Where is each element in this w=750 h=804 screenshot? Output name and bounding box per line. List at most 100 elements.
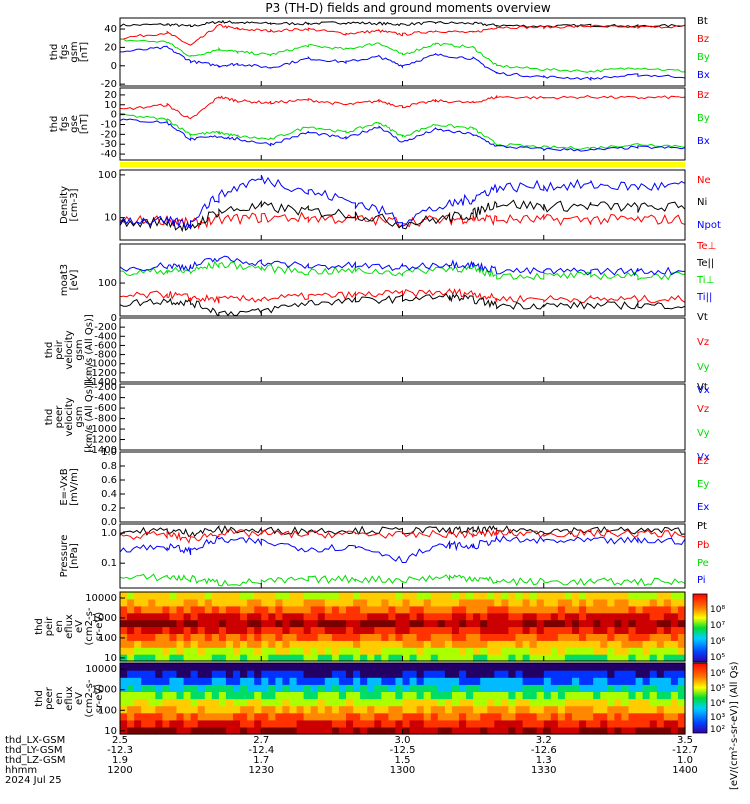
- spectrogram-cell: [381, 626, 389, 634]
- spectrogram-cell: [402, 691, 411, 700]
- spectrogram-cell: [557, 640, 566, 648]
- spectrogram-cell: [409, 726, 418, 735]
- spectrogram-cell: [162, 712, 171, 721]
- ylabel-line: (cm2-s-: [84, 607, 95, 645]
- panel-frame: [119, 383, 686, 451]
- spectrogram-cell: [254, 605, 262, 614]
- spectrogram-cell: [416, 726, 425, 735]
- ytick-label: -1000: [88, 424, 117, 435]
- spectrogram-cell: [162, 698, 171, 707]
- spectrogram-cell: [663, 670, 672, 678]
- spectrogram-cell: [451, 663, 460, 671]
- spectrogram-cell: [663, 626, 672, 634]
- spectrogram-cell: [642, 619, 651, 628]
- spectrogram-cell: [536, 640, 545, 648]
- spectrogram-cell: [536, 698, 545, 707]
- spectrogram-cell: [663, 612, 672, 621]
- spectrogram-cell: [324, 598, 333, 607]
- spectrogram-cell: [169, 605, 178, 614]
- spectrogram-cell: [522, 592, 531, 600]
- spectrogram-cell: [593, 691, 601, 700]
- spectrogram-cell: [677, 726, 686, 735]
- spectrogram-cell: [628, 677, 637, 685]
- spectrogram-cell: [621, 712, 630, 721]
- spectrogram-cell: [444, 712, 453, 721]
- spectrogram-cell: [317, 677, 326, 685]
- spectrogram-cell: [480, 640, 488, 648]
- spectrogram-cell: [656, 626, 665, 634]
- spectrogram-cell: [494, 726, 502, 735]
- spectrogram-cell: [233, 663, 241, 671]
- spectrogram-cell: [480, 647, 488, 655]
- spectrogram-cell: [663, 719, 672, 728]
- spectrogram-cell: [240, 719, 248, 728]
- spectrogram-cell: [289, 619, 298, 628]
- spectrogram-cell: [614, 592, 623, 600]
- spectrogram-cell: [409, 705, 418, 714]
- spectrogram-cell: [550, 663, 559, 671]
- spectrogram-cell: [621, 633, 630, 641]
- spectrogram-cell: [148, 698, 156, 707]
- spectrogram-cell: [522, 677, 531, 685]
- spectrogram-cell: [381, 677, 389, 685]
- spectrogram-cell: [233, 633, 241, 641]
- series-line-Bz: [119, 23, 686, 47]
- spectrogram-cell: [353, 677, 361, 685]
- spectrogram-cell: [466, 605, 474, 614]
- spectrogram-cell: [635, 598, 644, 607]
- spectrogram-cell: [155, 619, 163, 628]
- spectrogram-cell: [635, 719, 644, 728]
- spectrogram-cell: [586, 684, 594, 692]
- spectrogram-cell: [677, 598, 686, 607]
- spectrogram-cell: [451, 647, 460, 655]
- spectrogram-cell: [204, 619, 213, 628]
- spectrogram-cell: [508, 698, 517, 707]
- spectrogram-cell: [649, 677, 658, 685]
- spectrogram-cell: [317, 598, 326, 607]
- spectrogram-cell: [197, 705, 206, 714]
- spectrogram-cell: [331, 677, 340, 685]
- spectrogram-cell: [515, 626, 524, 634]
- spectrogram-cell: [190, 726, 199, 735]
- spectrogram-cell: [635, 626, 644, 634]
- spectrogram-cell: [162, 670, 171, 678]
- spectrogram-cell: [225, 670, 234, 678]
- spectrogram-cell: [303, 705, 312, 714]
- spectrogram-cell: [346, 619, 354, 628]
- spectrogram-cell: [303, 726, 312, 735]
- spectrogram-cell: [593, 712, 601, 721]
- spectrogram-cell: [282, 647, 291, 655]
- spectrogram-cell: [310, 663, 319, 671]
- spectrogram-cell: [289, 698, 298, 707]
- spectrogram-cell: [628, 633, 637, 641]
- spectrogram-cell: [254, 691, 262, 700]
- spectrogram-cell: [642, 698, 651, 707]
- spectrogram-cell: [148, 677, 156, 685]
- spectrogram-cell: [134, 605, 142, 614]
- spectrogram-cell: [635, 712, 644, 721]
- spectrogram-cell: [261, 605, 269, 614]
- spectrogram-cell: [367, 612, 375, 621]
- spectrogram-cell: [494, 663, 502, 671]
- spectrogram-cell: [162, 654, 171, 662]
- spectrogram-cell: [346, 592, 354, 600]
- spectrogram-cell: [204, 712, 213, 721]
- spectrogram-cell: [240, 640, 248, 648]
- axis-value: 1230: [249, 765, 274, 776]
- spectrogram-cell: [593, 684, 601, 692]
- ytick-label: -400: [94, 331, 117, 342]
- spectrogram-cell: [374, 719, 382, 728]
- spectrogram-cell: [268, 598, 276, 607]
- spectrogram-cell: [430, 640, 439, 648]
- spectrogram-cell: [515, 605, 524, 614]
- legend-Ti⊥: Ti⊥: [696, 275, 714, 286]
- spectrogram-cell: [663, 663, 672, 671]
- spectrogram-cell: [642, 592, 651, 600]
- axis-value: -12.3: [107, 745, 133, 756]
- ylabel-line: [mV/m]: [69, 468, 80, 506]
- spectrogram-cell: [247, 605, 255, 614]
- spectrogram-cell: [480, 677, 488, 685]
- spectrogram-cell: [473, 705, 481, 714]
- spectrogram-cell: [289, 712, 298, 721]
